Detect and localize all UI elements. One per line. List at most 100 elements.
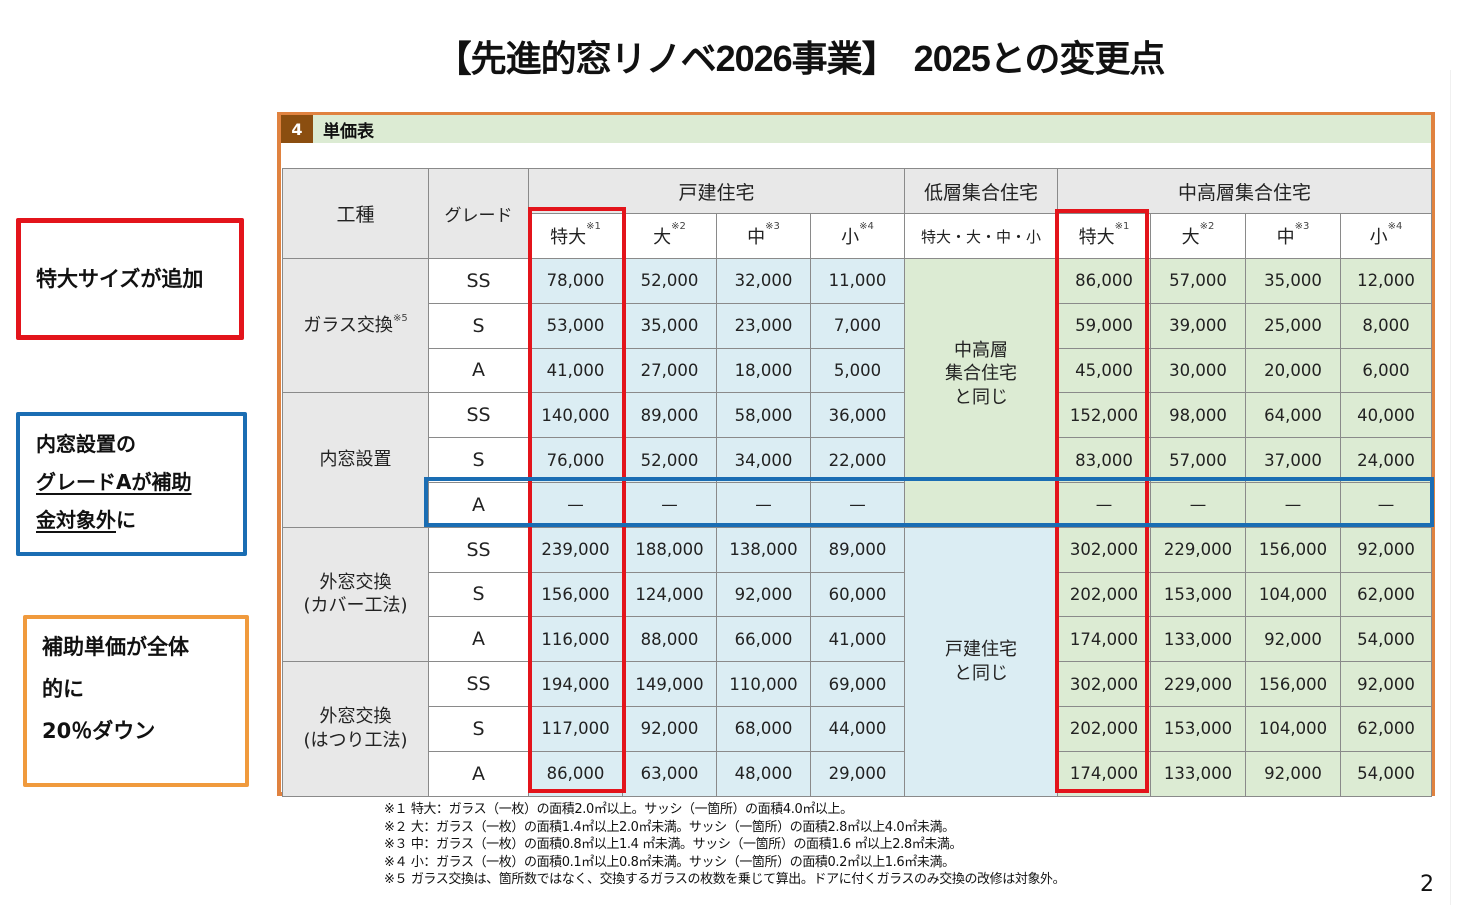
price-cell: 53,000: [528, 302, 623, 349]
footnotes: ※１ 特大：ガラス（一枚）の面積2.0㎡以上。サッシ（一箇所）の面積4.0㎡以上…: [384, 801, 1066, 889]
price-cell: 202,000: [1057, 571, 1152, 618]
price-cell: 5,000: [809, 347, 906, 394]
work-type-glass-replacement: ガラス交換※5: [282, 257, 429, 394]
price-cell: 29,000: [809, 750, 906, 797]
page-title: 【先進的窓リノベ2026事業】 2025との変更点: [435, 38, 1166, 79]
price-cell: 133,000: [1150, 616, 1247, 663]
price-cell: 45,000: [1057, 347, 1152, 394]
price-cell: —: [809, 481, 906, 528]
price-cell: 92,000: [1245, 750, 1342, 797]
footnote-3: ※３ 中：ガラス（一枚）の面積0.8㎡以上1.4 ㎡未満。サッシ（一箇所）の面積…: [384, 837, 963, 852]
price-cell: 110,000: [716, 661, 811, 707]
callout-blue-line3b: に: [116, 508, 136, 532]
price-cell: 12,000: [1340, 258, 1433, 304]
price-cell: —: [716, 481, 811, 528]
work-type-outer-window-chipping: 外窓交換 (はつり工法): [282, 661, 429, 797]
callout-inner-window-grade-a-excluded: 内窓設置の グレードAが補助 金対象外に: [16, 412, 247, 556]
price-cell: 62,000: [1340, 571, 1433, 618]
price-cell: 229,000: [1150, 526, 1247, 573]
price-cell: 11,000: [809, 258, 906, 304]
price-cell: 202,000: [1057, 705, 1152, 752]
table-row: A 41,000 27,000 18,000 5,000 45,000 30,0…: [283, 347, 1433, 394]
grade-cell: SS: [428, 526, 529, 573]
price-cell: 54,000: [1340, 616, 1433, 663]
price-cell: 133,000: [1150, 750, 1247, 797]
callout-subsidy-20pct-down: 補助単価が全体 的に 20％ダウン: [23, 615, 249, 787]
price-cell: 30,000: [1150, 347, 1247, 394]
price-cell: 153,000: [1150, 571, 1247, 618]
header-size-l: 大※2: [622, 213, 717, 259]
header-low-rise-sizes: 特大・大・中・小: [904, 213, 1059, 259]
price-cell: 64,000: [1245, 392, 1342, 439]
price-cell: 88,000: [622, 616, 717, 663]
price-cell: 302,000: [1057, 526, 1152, 573]
price-cell: 41,000: [528, 347, 623, 394]
callout-xl-size-added: 特大サイズが追加: [16, 218, 244, 340]
grade-cell: A: [428, 616, 529, 663]
table-row: ガラス交換※5 SS 78,000 52,000 32,000 11,000 中…: [282, 257, 1433, 528]
price-cell: 140,000: [528, 392, 623, 439]
low-rise-same-as-detached: 戸建住宅 と同じ: [904, 526, 1059, 797]
price-cell: 138,000: [716, 526, 811, 573]
table-row: 外窓交換 (カバー工法) SS 239,000 188,000 138,000 8…: [282, 526, 1433, 797]
header-mh-size-s: 小※4: [1340, 213, 1433, 259]
price-cell: 92,000: [1245, 616, 1342, 663]
price-cell: 54,000: [1340, 750, 1433, 797]
price-cell: 153,000: [1150, 705, 1247, 752]
header-mid-high-rise: 中高層集合住宅: [1057, 168, 1433, 214]
footnote-5: ※５ ガラス交換は、箇所数ではなく、交換するガラスの枚数を乗じて算出。ドアに付く…: [384, 872, 1066, 887]
callout-blue-line3: 金対象外に: [36, 504, 136, 533]
price-cell: 34,000: [716, 437, 811, 483]
price-cell: 22,000: [809, 437, 906, 483]
price-cell: 23,000: [716, 302, 811, 349]
price-cell: 39,000: [1150, 302, 1247, 349]
price-cell: 92,000: [1340, 526, 1433, 573]
price-cell: 188,000: [622, 526, 717, 573]
price-cell: 20,000: [1245, 347, 1342, 394]
price-cell: —: [1245, 481, 1342, 528]
header-mh-size-m: 中※3: [1245, 213, 1342, 259]
table-row: A 86,000 63,000 48,000 29,000 174,000 13…: [283, 750, 1433, 797]
table-row: S 76,000 52,000 34,000 22,000 83,000 57,…: [283, 437, 1433, 483]
low-rise-same-as-mid-high: 中高層 集合住宅 と同じ: [904, 258, 1059, 528]
price-cell: 86,000: [1057, 258, 1152, 304]
price-cell: 174,000: [1057, 616, 1152, 663]
callout-blue-line1: 内窓設置の: [36, 432, 136, 456]
price-cell: 68,000: [716, 705, 811, 752]
table-row: S 117,000 92,000 68,000 44,000 202,000 1…: [283, 705, 1433, 752]
footnote-2: ※２ 大：ガラス（一枚）の面積1.4㎡以上2.0㎡未満。サッシ（一箇所）の面積2…: [384, 819, 955, 835]
callout-orange-line3: 20％ダウン: [42, 719, 156, 743]
header-low-rise: 低層集合住宅: [904, 168, 1059, 214]
price-cell: 57,000: [1150, 437, 1247, 483]
grade-cell: A: [428, 347, 529, 394]
callout-orange-line1: 補助単価が全体: [42, 635, 189, 659]
price-cell: 104,000: [1245, 705, 1342, 752]
price-cell: 89,000: [809, 526, 906, 573]
price-cell: 194,000: [528, 661, 623, 707]
header-size-s: 小※4: [809, 213, 906, 259]
price-cell: 36,000: [809, 392, 906, 439]
callout-orange-line2: 的に: [42, 677, 84, 701]
price-cell: 89,000: [622, 392, 717, 439]
price-cell: 59,000: [1057, 302, 1152, 349]
header-mh-size-xl: 特大※1: [1057, 213, 1152, 259]
header-grade: グレード: [428, 168, 529, 259]
header-size-xl: 特大※1: [528, 213, 623, 259]
price-cell: 117,000: [528, 705, 623, 752]
price-cell: —: [1340, 481, 1433, 528]
price-cell: 25,000: [1245, 302, 1342, 349]
table-row-inner-window-grade-a: A — — — — — — — —: [283, 481, 1433, 528]
price-cell: 60,000: [809, 571, 906, 618]
grade-cell: A: [428, 481, 529, 528]
grade-cell: S: [428, 571, 529, 618]
callout-blue-line2: グレードAが補助: [36, 470, 192, 494]
section-header: 4 単価表: [281, 115, 1431, 143]
header-mh-size-l: 大※2: [1150, 213, 1247, 259]
price-cell: 35,000: [1245, 258, 1342, 304]
price-cell: 58,000: [716, 392, 811, 439]
price-cell: 41,000: [809, 616, 906, 663]
price-cell: 76,000: [528, 437, 623, 483]
price-cell: 48,000: [716, 750, 811, 797]
price-cell: —: [1057, 481, 1152, 528]
price-cell: 92,000: [622, 705, 717, 752]
